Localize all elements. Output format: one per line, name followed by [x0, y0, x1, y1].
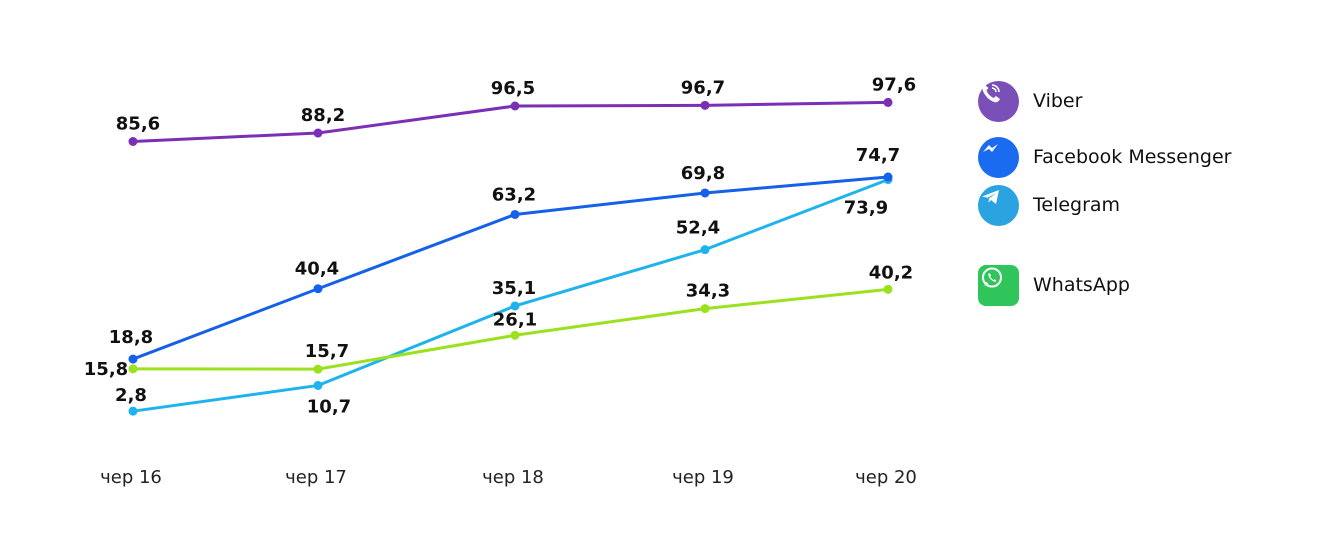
data-label-messenger-4: 74,7 — [856, 145, 900, 166]
legend-item-viber: Viber — [978, 80, 1082, 122]
data-point-telegram-1 — [313, 380, 323, 390]
x-tick-label-4: чер 20 — [855, 467, 917, 488]
data-label-messenger-0: 18,8 — [109, 327, 153, 348]
data-label-telegram-4: 73,9 — [844, 198, 888, 219]
data-label-telegram-1: 10,7 — [307, 396, 351, 417]
data-point-viber-2 — [510, 101, 520, 111]
data-point-telegram-3 — [700, 245, 710, 255]
data-label-telegram-0: 2,8 — [115, 385, 147, 406]
data-label-telegram-3: 52,4 — [676, 218, 720, 239]
data-point-viber-0 — [128, 137, 138, 147]
legend-item-messenger: Facebook Messenger — [978, 136, 1232, 178]
telegram-icon — [978, 184, 1019, 226]
data-point-whatsapp-1 — [313, 364, 323, 374]
data-label-whatsapp-1: 15,7 — [305, 341, 349, 362]
data-label-whatsapp-2: 26,1 — [493, 309, 537, 330]
legend-label-whatsapp: WhatsApp — [1033, 274, 1130, 296]
legend-item-telegram: Telegram — [978, 184, 1120, 226]
legend-label-viber: Viber — [1033, 90, 1083, 112]
data-point-whatsapp-4 — [883, 284, 893, 294]
data-label-messenger-2: 63,2 — [492, 184, 536, 205]
data-label-telegram-2: 35,1 — [492, 278, 536, 299]
data-label-whatsapp-3: 34,3 — [686, 281, 730, 302]
x-tick-label-2: чер 18 — [482, 467, 544, 488]
data-point-messenger-3 — [700, 188, 710, 198]
x-tick-label-0: чер 16 — [100, 467, 162, 488]
messenger-icon — [978, 136, 1019, 178]
whatsapp-icon — [978, 264, 1019, 306]
data-label-viber-3: 96,7 — [681, 77, 725, 98]
data-point-whatsapp-3 — [700, 304, 710, 314]
legend: Viber Facebook Messenger Telegram — [978, 78, 1308, 318]
data-label-messenger-1: 40,4 — [295, 259, 339, 280]
legend-label-messenger: Facebook Messenger — [1033, 146, 1232, 168]
x-tick-label-3: чер 19 — [672, 467, 734, 488]
viber-icon — [978, 80, 1019, 122]
data-point-viber-4 — [883, 97, 893, 107]
data-label-viber-1: 88,2 — [301, 105, 345, 126]
data-point-viber-1 — [313, 128, 323, 138]
x-tick-label-1: чер 17 — [285, 467, 347, 488]
series-line-viber — [132, 100, 889, 143]
data-label-whatsapp-0: 15,8 — [84, 359, 128, 380]
data-label-viber-2: 96,5 — [491, 78, 535, 99]
data-label-viber-0: 85,6 — [116, 114, 160, 135]
data-point-viber-3 — [700, 100, 710, 110]
legend-label-telegram: Telegram — [1033, 194, 1121, 216]
data-point-messenger-2 — [510, 209, 520, 219]
data-point-messenger-1 — [313, 284, 323, 294]
data-label-whatsapp-4: 40,2 — [869, 262, 913, 283]
data-point-whatsapp-0 — [128, 364, 138, 374]
data-label-messenger-3: 69,8 — [681, 163, 725, 184]
legend-item-whatsapp: WhatsApp — [978, 264, 1130, 306]
data-point-messenger-0 — [128, 354, 138, 364]
data-point-whatsapp-2 — [510, 330, 520, 340]
data-label-viber-4: 97,6 — [872, 74, 916, 95]
data-point-messenger-4 — [883, 172, 893, 182]
data-point-telegram-2 — [510, 301, 520, 311]
data-point-telegram-0 — [128, 406, 138, 416]
